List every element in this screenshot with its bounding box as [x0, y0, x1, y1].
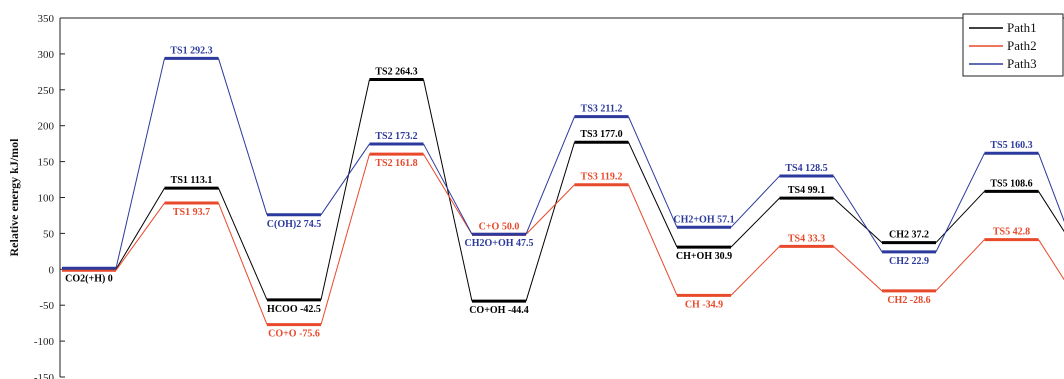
level-label-path1-0: CO2(+H) 0 — [65, 273, 113, 284]
connector-lines — [115, 58, 1064, 325]
level-label-path2-6: CH -34.9 — [685, 299, 723, 310]
connector-path3 — [320, 143, 370, 216]
level-labels: CO2(+H) 0 TS1 113.1 HCOO -42.5 TS2 264.3 CO+… — [65, 45, 1032, 340]
y-tick-label: 0 — [49, 264, 55, 276]
connector-path3 — [628, 116, 678, 228]
level-label-path3-4: CH2O+OH 47.5 — [464, 238, 533, 249]
connector-path3 — [833, 175, 883, 253]
level-label-path1-7: TS4 99.1 — [788, 185, 825, 196]
level-label-path1-6: CH+OH 30.9 — [676, 251, 732, 262]
connector-path1 — [525, 142, 575, 302]
connector-path1 — [628, 142, 678, 248]
connector-path1 — [423, 79, 473, 302]
legend: Path1 Path2 Path3 — [962, 13, 1064, 77]
connector-path1 — [320, 79, 370, 300]
y-tick-label: 200 — [38, 121, 55, 133]
connector-path3 — [218, 58, 268, 215]
connector-path1 — [1038, 191, 1064, 233]
level-label-path1-1: TS1 113.1 — [171, 175, 213, 186]
level-label-path2-7: TS4 33.3 — [788, 233, 825, 244]
level-label-path3-9: TS5 160.3 — [990, 140, 1032, 151]
level-label-path3-2: C(OH)2 74.5 — [267, 219, 321, 230]
level-label-path3-8: CH2 22.9 — [889, 256, 929, 267]
connector-path2 — [935, 239, 985, 292]
connector-path3 — [115, 58, 165, 269]
level-label-path2-5: TS3 119.2 — [581, 172, 623, 183]
legend-label-path1: Path1 — [1007, 20, 1037, 35]
connector-path2 — [115, 202, 165, 271]
level-label-path3-6: CH2+OH 57.1 — [673, 214, 734, 225]
legend-box — [962, 13, 1064, 77]
y-axis-title: Relative energy kJ/mol — [7, 138, 21, 257]
connector-path1 — [218, 187, 268, 301]
level-label-path3-5: TS3 211.2 — [581, 104, 623, 115]
y-tick-label: -50 — [39, 300, 54, 312]
level-label-path1-2: HCOO -42.5 — [267, 304, 321, 315]
connector-path1 — [730, 197, 780, 248]
connector-path2 — [833, 246, 883, 292]
connector-path3 — [730, 175, 780, 228]
level-label-path3-3: TS2 173.2 — [375, 131, 417, 142]
level-label-path2-4: C+O 50.0 — [479, 221, 520, 232]
connector-path2 — [218, 202, 268, 325]
connector-path2 — [423, 153, 473, 235]
connector-path2 — [730, 246, 780, 296]
y-tick-label: 50 — [43, 228, 55, 240]
energy-levels — [62, 56, 1039, 327]
level-label-path2-9: TS5 42.8 — [993, 227, 1030, 238]
connector-path2 — [1038, 239, 1064, 281]
level-label-path1-4: CO+OH -44.4 — [469, 305, 529, 316]
level-label-path1-9: TS5 108.6 — [990, 178, 1032, 189]
y-tick-label: -100 — [34, 336, 55, 348]
level-label-path3-1: TS1 292.3 — [170, 45, 212, 56]
connector-path2 — [320, 153, 370, 325]
y-tick-label: -150 — [34, 372, 55, 379]
y-tick-label: 150 — [38, 157, 55, 169]
level-label-path2-8: CH2 -28.6 — [887, 295, 930, 306]
connector-path1 — [833, 197, 883, 243]
connector-path3 — [423, 143, 473, 235]
legend-label-path2: Path2 — [1007, 38, 1037, 53]
level-label-path3-7: TS4 128.5 — [785, 163, 827, 174]
connector-path2 — [628, 184, 678, 296]
y-tick-label: 250 — [38, 85, 55, 97]
level-label-path1-8: CH2 37.2 — [889, 230, 929, 241]
legend-label-path3: Path3 — [1007, 56, 1037, 71]
level-label-path1-5: TS3 177.0 — [580, 129, 622, 140]
level-label-path2-3: TS2 161.8 — [375, 158, 417, 169]
connector-path3 — [525, 116, 575, 235]
level-label-path2-1: TS1 93.7 — [173, 207, 210, 218]
level-label-path2-2: CO+O -75.6 — [268, 329, 320, 340]
y-tick-label: 100 — [38, 193, 55, 205]
connector-path1 — [935, 190, 985, 243]
y-tick-label: 350 — [38, 13, 55, 25]
connector-path1 — [115, 187, 165, 270]
connector-path3 — [1038, 153, 1064, 223]
connector-path3 — [935, 152, 985, 253]
y-tick-label: 300 — [38, 49, 55, 61]
connector-path2 — [525, 184, 575, 235]
axes: -150 -100 -50 0 50 100 150 200 250 300 350 Relative… — [7, 13, 1064, 379]
level-label-path1-3: TS2 264.3 — [375, 67, 417, 78]
